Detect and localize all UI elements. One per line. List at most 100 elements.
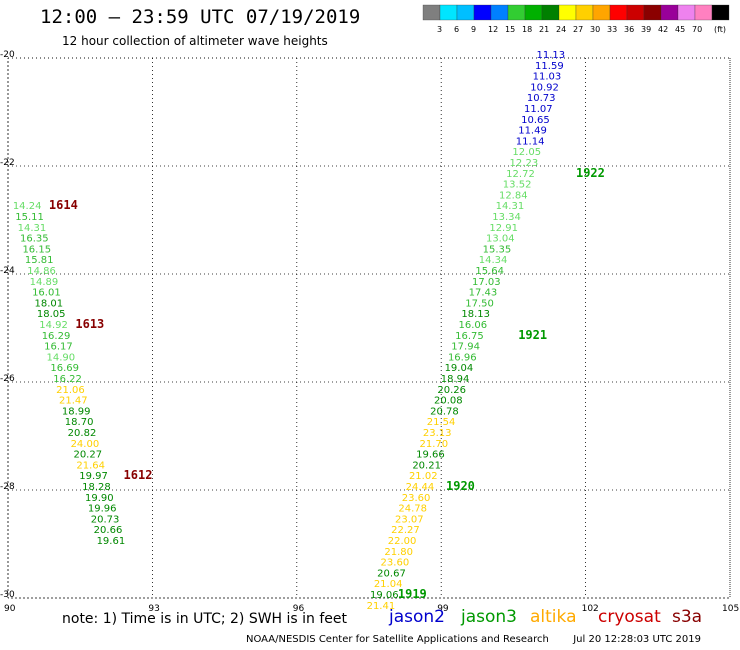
- legend-swatch: [711, 4, 730, 21]
- wave-height-label: 12.72: [506, 169, 535, 180]
- legend-tick-label: 18: [522, 25, 532, 34]
- wave-height-label: 11.14: [516, 136, 545, 147]
- wave-height-label: 11.07: [524, 104, 553, 115]
- wave-height-label: 21.04: [374, 579, 403, 590]
- wave-height-label: 19.90: [85, 493, 114, 504]
- y-tick-label: -22: [0, 158, 15, 168]
- wave-height-label: 16.15: [22, 244, 51, 255]
- wave-height-label: 20.67: [377, 568, 406, 579]
- wave-height-label: 19.06: [370, 590, 399, 601]
- y-tick-label: -28: [0, 482, 15, 492]
- wave-height-label: 18.99: [62, 406, 91, 417]
- wave-height-label: 18.01: [34, 298, 63, 309]
- wave-height-label: 21.06: [56, 385, 85, 396]
- wave-height-label: 12.84: [499, 190, 528, 201]
- wave-height-label: 16.17: [44, 342, 73, 353]
- wave-height-label: 14.34: [479, 255, 508, 266]
- x-tick-label: 99: [437, 604, 449, 614]
- wave-height-label: 23.60: [381, 558, 410, 569]
- wave-height-label: 20.21: [412, 460, 441, 471]
- chart-subtitle: 12 hour collection of altimeter wave hei…: [62, 34, 328, 48]
- wave-height-label: 12.05: [512, 147, 541, 158]
- wave-height-label: 10.92: [530, 82, 559, 93]
- wave-height-label: 17.50: [465, 298, 494, 309]
- legend-tick-label: 45: [675, 25, 685, 34]
- wave-height-label: 10.73: [527, 93, 556, 104]
- wave-height-label: 19.61: [97, 536, 126, 547]
- wave-height-label: 14.86: [27, 266, 56, 277]
- wave-height-label: 19.04: [445, 363, 474, 374]
- wave-height-label: 16.22: [53, 374, 82, 385]
- wave-height-label: 16.35: [20, 234, 49, 245]
- legend-tick-label: 21: [539, 25, 549, 34]
- legend-swatch: [422, 4, 441, 21]
- credit-text: NOAA/NESDIS Center for Satellite Applica…: [246, 634, 549, 645]
- pass-time-label: 1612: [124, 468, 153, 482]
- wave-height-label: 14.89: [30, 277, 59, 288]
- wave-height-label: 18.28: [82, 482, 111, 493]
- x-tick-label: 93: [148, 604, 159, 614]
- wave-height-label: 16.29: [42, 331, 71, 342]
- wave-height-label: 11.59: [535, 61, 564, 72]
- wave-height-label: 21.70: [420, 439, 449, 450]
- legend-tick-label: 27: [573, 25, 583, 34]
- wave-height-label: 18.13: [461, 309, 490, 320]
- legend-tick-label: 6: [454, 25, 459, 34]
- wave-height-label: 20.78: [430, 406, 459, 417]
- x-tick-label: 102: [582, 604, 599, 614]
- legend-tick-label: 70: [692, 25, 702, 34]
- wave-height-label: 13.34: [492, 212, 521, 223]
- wave-height-label: 16.01: [32, 288, 61, 299]
- legend-swatch: [575, 4, 594, 21]
- wave-height-label: 16.75: [455, 331, 484, 342]
- wave-height-label: 13.04: [486, 234, 515, 245]
- wave-height-label: 14.31: [18, 223, 47, 234]
- legend-swatch: [558, 4, 577, 21]
- satellite-jason2: jason2: [389, 607, 445, 627]
- pass-time-label: 1614: [49, 198, 78, 212]
- wave-height-label: 12.23: [510, 158, 539, 169]
- x-tick-label: 105: [722, 604, 739, 614]
- legend-tick-label: 15: [505, 25, 515, 34]
- legend-swatch: [473, 4, 492, 21]
- wave-height-label: 22.27: [391, 525, 420, 536]
- wave-height-label: 21.02: [409, 471, 438, 482]
- wave-height-label: 21.47: [59, 396, 88, 407]
- legend-swatch: [643, 4, 662, 21]
- wave-height-label: 15.35: [483, 244, 512, 255]
- pass-time-label: 1922: [576, 166, 605, 180]
- wave-height-label: 14.24: [13, 201, 42, 212]
- pass-time-label: 1919: [398, 587, 427, 601]
- legend-swatch: [439, 4, 458, 21]
- wave-height-label: 22.00: [388, 536, 417, 547]
- legend-swatch: [694, 4, 713, 21]
- y-tick-label: -30: [0, 590, 15, 600]
- wave-height-label: 24.78: [398, 504, 427, 515]
- satellite-cryosat: cryosat: [598, 607, 661, 627]
- wave-height-label: 18.70: [65, 417, 94, 428]
- wave-height-label: 19.96: [88, 504, 117, 515]
- y-tick-label: -26: [0, 374, 15, 384]
- legend-swatch: [524, 4, 543, 21]
- wave-height-label: 15.64: [475, 266, 504, 277]
- legend-swatch: [626, 4, 645, 21]
- wave-height-label: 10.65: [521, 115, 550, 126]
- wave-height-label: 20.66: [94, 525, 123, 536]
- wave-height-label: 11.49: [518, 126, 547, 137]
- wave-height-label: 16.06: [459, 320, 488, 331]
- legend-swatch: [660, 4, 679, 21]
- wave-height-label: 21.54: [427, 417, 456, 428]
- wave-height-label: 20.08: [434, 396, 463, 407]
- wave-height-label: 17.03: [472, 277, 501, 288]
- legend-tick-label: 33: [607, 25, 617, 34]
- wave-height-label: 17.94: [451, 342, 480, 353]
- wave-height-label: 16.96: [448, 352, 477, 363]
- wave-height-label: 12.91: [489, 223, 518, 234]
- wave-height-label: 19.97: [79, 471, 108, 482]
- wave-height-label: 21.80: [384, 547, 413, 558]
- chart-title: 12:00 – 23:59 UTC 07/19/2019: [40, 6, 361, 28]
- legend-swatch: [507, 4, 526, 21]
- wave-height-label: 18.05: [37, 309, 66, 320]
- wave-height-label: 17.43: [469, 288, 498, 299]
